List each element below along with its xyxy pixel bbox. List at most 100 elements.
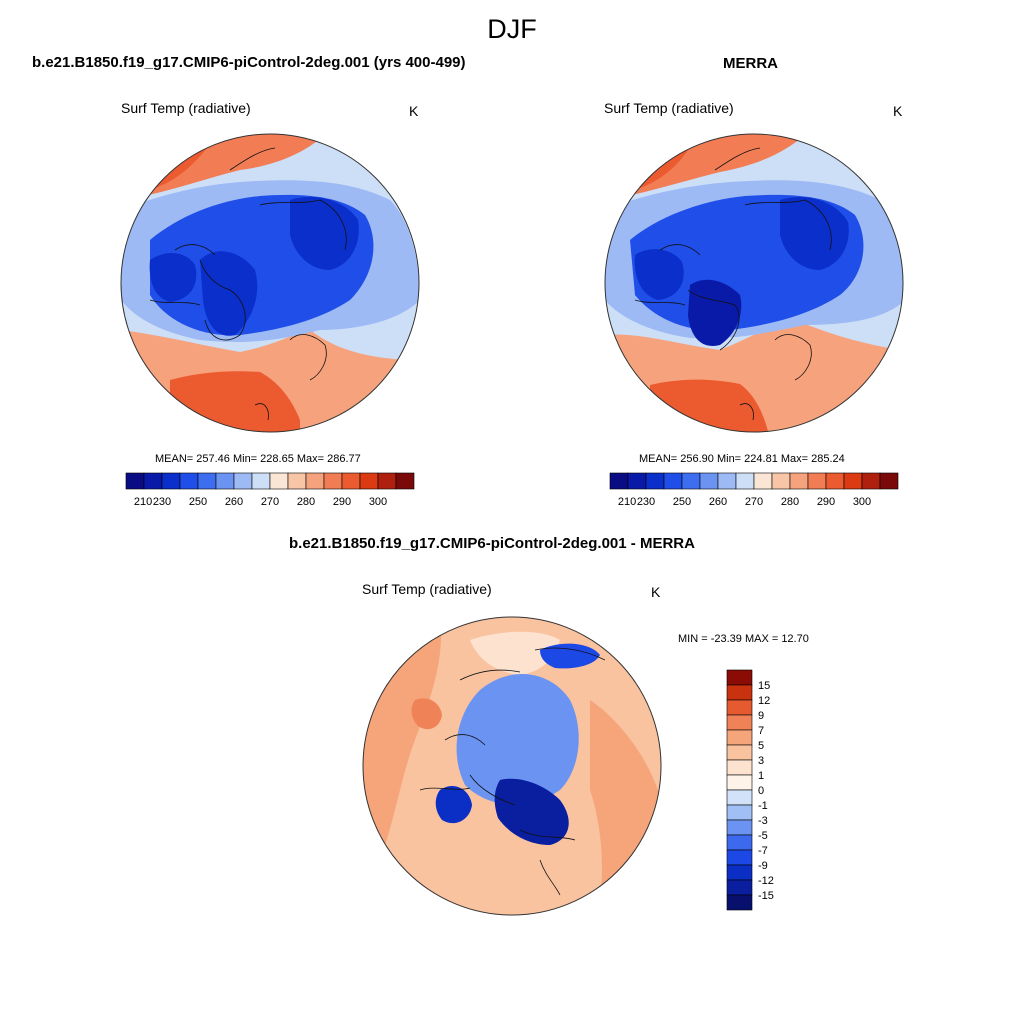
colorbar-swatch <box>726 774 753 791</box>
colorbar-swatch <box>609 472 629 490</box>
colorbar-tick-label: 250 <box>673 496 691 508</box>
stats-obs: MEAN= 256.90 Min= 224.81 Max= 285.24 <box>639 453 845 465</box>
colorbar-tick-label: -1 <box>758 800 768 812</box>
colorbar-tick-label: 270 <box>745 496 763 508</box>
map-region-cold-canada <box>634 249 684 300</box>
colorbar-swatch <box>726 834 753 851</box>
map-region-neutral-band <box>470 631 560 675</box>
colorbar-swatch <box>663 472 683 490</box>
colorbar-swatch <box>215 472 235 490</box>
variable-label-diff: Surf Temp (radiative) <box>362 581 492 597</box>
variable-label-model: Surf Temp (radiative) <box>121 100 251 116</box>
panel-title-obs: MERRA <box>723 55 778 72</box>
map-coastlines <box>634 147 832 421</box>
polar-map-diff <box>363 617 661 915</box>
colorbar-swatch <box>861 472 881 490</box>
colorbar-swatch <box>197 472 217 490</box>
colorbar-tick-label: -15 <box>758 890 774 902</box>
colorbar-swatch <box>125 472 145 490</box>
colorbar-tick-label: 210 <box>618 496 636 508</box>
colorbar-tick-label: 260 <box>709 496 727 508</box>
colorbar-swatch <box>699 472 719 490</box>
colorbar-tick-label: 210 <box>134 496 152 508</box>
colorbar-tick-label: 1 <box>758 770 764 782</box>
colorbar-obs: 210 230 250 260 270 280 290 300 <box>609 472 899 508</box>
colorbar-swatch <box>726 669 753 686</box>
colorbar-swatch <box>726 789 753 806</box>
colorbar-swatch <box>287 472 307 490</box>
map-region-very-cold-greenland <box>200 251 258 336</box>
colorbar-swatch <box>726 684 753 701</box>
colorbar-tick-label: -3 <box>758 815 768 827</box>
colorbar-swatch <box>843 472 863 490</box>
colorbar-tick-label: 9 <box>758 710 764 722</box>
colorbar-swatch <box>143 472 163 490</box>
map-border-diff <box>362 616 662 916</box>
colorbar-tick-label: 260 <box>225 496 243 508</box>
colorbar-swatch <box>161 472 181 490</box>
colorbar-swatch <box>359 472 379 490</box>
colorbar-swatch <box>726 729 753 746</box>
colorbar-swatch <box>726 759 753 776</box>
colorbar-tick-label: 7 <box>758 725 764 737</box>
panel-title-diff: b.e21.B1850.f19_g17.CMIP6-piControl-2deg… <box>289 535 695 552</box>
polar-map-model <box>121 134 419 432</box>
colorbar-tick-label: 270 <box>261 496 279 508</box>
stats-model: MEAN= 257.46 Min= 228.65 Max= 286.77 <box>155 453 361 465</box>
colorbar-tick-label: -12 <box>758 875 774 887</box>
colorbar-swatch <box>726 849 753 866</box>
colorbar-swatch <box>879 472 899 490</box>
colorbar-swatch <box>233 472 253 490</box>
map-region-cold-pacific <box>540 643 600 669</box>
colorbar-swatch <box>726 744 753 761</box>
map-coastlines <box>419 647 606 896</box>
colorbar-swatch <box>825 472 845 490</box>
colorbar-tick-label: 230 <box>637 496 655 508</box>
colorbar-swatch <box>179 472 199 490</box>
colorbar-tick-label: 280 <box>297 496 315 508</box>
units-label-diff: K <box>651 584 661 600</box>
colorbar-tick-label: 250 <box>189 496 207 508</box>
figure-title: DJF <box>487 14 537 44</box>
panel-title-model: b.e21.B1850.f19_g17.CMIP6-piControl-2deg… <box>32 54 466 71</box>
units-label-model: K <box>409 103 419 119</box>
colorbar-swatch <box>341 472 361 490</box>
colorbar-swatch <box>395 472 415 490</box>
colorbar-swatch <box>807 472 827 490</box>
colorbar-tick-label: 280 <box>781 496 799 508</box>
colorbar-swatch <box>726 819 753 836</box>
stats-diff: MIN = -23.39 MAX = 12.70 <box>678 633 809 645</box>
colorbar-tick-label: 290 <box>333 496 351 508</box>
map-region-cold-siberia <box>780 196 849 270</box>
colorbar-swatch <box>735 472 755 490</box>
colorbar-swatch <box>726 804 753 821</box>
colorbar-swatch <box>681 472 701 490</box>
colorbar-tick-label: 3 <box>758 755 764 767</box>
colorbar-tick-label: 300 <box>369 496 387 508</box>
colorbar-swatch <box>753 472 773 490</box>
colorbar-swatch <box>377 472 397 490</box>
colorbar-diff: 15 12 9 7 5 3 1 0 -1 -3 -5 -7 -9 -12 -15 <box>726 669 774 911</box>
colorbar-tick-label: -5 <box>758 830 768 842</box>
colorbar-swatch <box>726 864 753 881</box>
colorbar-swatch <box>726 894 753 911</box>
variable-label-obs: Surf Temp (radiative) <box>604 100 734 116</box>
colorbar-tick-label: 290 <box>817 496 835 508</box>
colorbar-tick-label: -9 <box>758 860 768 872</box>
colorbar-swatch <box>726 714 753 731</box>
colorbar-swatch <box>726 699 753 716</box>
map-region-cold-barents <box>494 778 569 845</box>
colorbar-tick-label: -7 <box>758 845 768 857</box>
colorbar-model: 210 230 250 260 270 280 290 300 <box>125 472 415 508</box>
colorbar-tick-label: 5 <box>758 740 764 752</box>
colorbar-tick-label: 12 <box>758 695 770 707</box>
units-label-obs: K <box>893 103 903 119</box>
map-region-warm-spot <box>411 698 442 730</box>
colorbar-swatch <box>789 472 809 490</box>
colorbar-tick-label: 230 <box>153 496 171 508</box>
colorbar-swatch <box>323 472 343 490</box>
map-coastlines <box>149 147 347 421</box>
colorbar-swatch <box>717 472 737 490</box>
map-region-cold-baffin <box>435 785 472 824</box>
